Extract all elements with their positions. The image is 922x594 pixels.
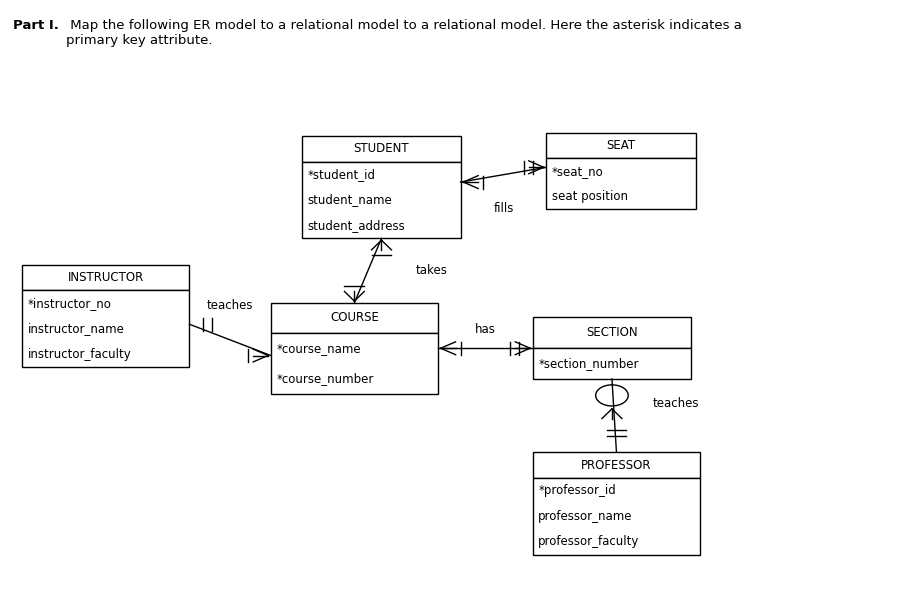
Text: *professor_id: *professor_id — [538, 484, 616, 497]
Bar — [547, 159, 695, 209]
Bar — [22, 290, 189, 367]
Bar — [302, 136, 461, 162]
Text: takes: takes — [416, 264, 448, 277]
Text: *instructor_no: *instructor_no — [28, 297, 112, 309]
Text: has: has — [475, 323, 496, 336]
Bar — [22, 265, 189, 290]
Text: teaches: teaches — [653, 397, 699, 410]
Text: *seat_no: *seat_no — [552, 165, 604, 178]
Text: INSTRUCTOR: INSTRUCTOR — [67, 271, 144, 284]
Text: *student_id: *student_id — [308, 168, 376, 181]
Text: SECTION: SECTION — [586, 326, 638, 339]
Bar — [302, 162, 461, 238]
Text: *section_number: *section_number — [538, 357, 639, 370]
Text: teaches: teaches — [207, 299, 254, 312]
Text: student_name: student_name — [308, 194, 393, 207]
Text: *course_name: *course_name — [277, 342, 361, 355]
Text: instructor_name: instructor_name — [28, 323, 124, 336]
Bar — [271, 333, 438, 394]
Text: STUDENT: STUDENT — [354, 142, 409, 155]
Text: professor_faculty: professor_faculty — [538, 535, 640, 548]
Text: PROFESSOR: PROFESSOR — [581, 459, 652, 472]
Text: Map the following ER model to a relational model to a relational model. Here the: Map the following ER model to a relation… — [65, 19, 741, 47]
Bar — [547, 133, 695, 159]
Text: COURSE: COURSE — [330, 311, 379, 324]
Bar — [271, 303, 438, 333]
Bar — [533, 318, 691, 348]
Text: *course_number: *course_number — [277, 372, 373, 385]
Text: SEAT: SEAT — [607, 139, 635, 152]
Text: fills: fills — [493, 202, 514, 215]
Text: professor_name: professor_name — [538, 510, 632, 523]
Text: instructor_faculty: instructor_faculty — [28, 348, 132, 361]
Text: seat position: seat position — [552, 190, 628, 203]
Text: Part I.: Part I. — [13, 19, 59, 32]
Bar — [533, 348, 691, 379]
Text: student_address: student_address — [308, 219, 406, 232]
Bar — [533, 452, 700, 478]
Bar — [533, 478, 700, 555]
